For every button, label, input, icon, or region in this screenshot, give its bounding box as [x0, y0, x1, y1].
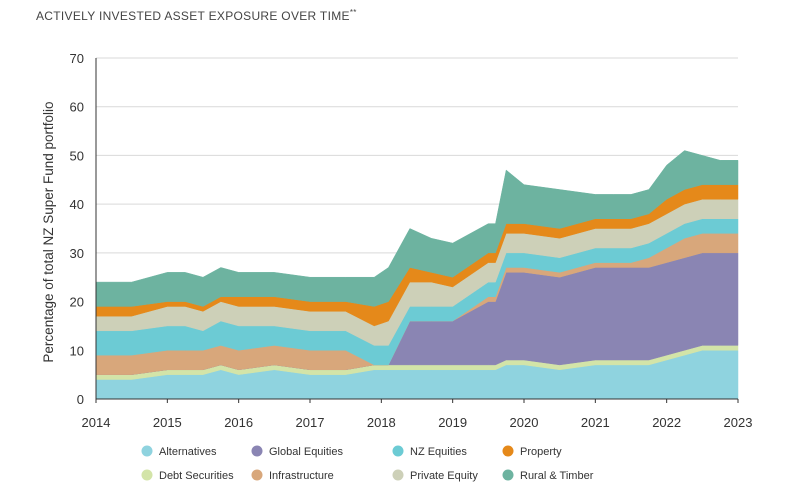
legend-swatch-debt-securities [141, 469, 153, 481]
legend-item-infrastructure: Infrastructure [251, 469, 334, 482]
legend-swatch-nz-equities [392, 445, 404, 457]
x-tick-label-2023: 2023 [724, 415, 753, 430]
x-tick-label-2016: 2016 [224, 415, 253, 430]
legend-label-global-equities: Global Equities [269, 446, 343, 458]
legend-item-global-equities: Global Equities [251, 445, 343, 458]
legend-item-alternatives: Alternatives [141, 445, 217, 458]
chart-title: ACTIVELY INVESTED ASSET EXPOSURE OVER TI… [36, 8, 357, 23]
y-tick-label-50: 50 [70, 148, 84, 163]
legend-label-alternatives: Alternatives [159, 446, 217, 458]
legend-label-infrastructure: Infrastructure [269, 470, 334, 482]
legend-swatch-rural-timber [502, 469, 514, 481]
chart-title-text: ACTIVELY INVESTED ASSET EXPOSURE OVER TI… [36, 9, 350, 23]
y-axis-label: Percentage of total NZ Super Fund portfo… [41, 101, 56, 362]
area-series-group [95, 150, 739, 400]
x-tick-label-2018: 2018 [367, 415, 396, 430]
legend-label-nz-equities: NZ Equities [410, 446, 467, 458]
legend-swatch-alternatives [141, 445, 153, 457]
x-tick-labels: 2014 2015 2016 2017 2018 2019 2020 2021 2022 2023 [82, 399, 753, 430]
legend-label-private-equity: Private Equity [410, 470, 478, 482]
legend-label-debt-securities: Debt Securities [159, 470, 234, 482]
legend-label-property: Property [520, 446, 562, 458]
y-tick-label-70: 70 [70, 51, 84, 66]
legend-swatch-infrastructure [251, 469, 263, 481]
y-tick-label-40: 40 [70, 197, 84, 212]
y-tick-label-60: 60 [70, 100, 84, 115]
legend-item-debt-securities: Debt Securities [141, 469, 234, 482]
legend-swatch-property [502, 445, 514, 457]
legend-item-nz-equities: NZ Equities [392, 445, 467, 458]
chart-title-suffix: ** [349, 8, 357, 17]
legend-item-rural-timber: Rural & Timber [502, 469, 594, 482]
legend-swatch-private-equity [392, 469, 404, 481]
x-tick-label-2017: 2017 [296, 415, 325, 430]
y-tick-label-0: 0 [77, 392, 84, 407]
legend-label-rural-timber: Rural & Timber [520, 470, 594, 482]
x-tick-label-2021: 2021 [581, 415, 610, 430]
area-rural-timber [95, 150, 739, 307]
x-tick-label-2015: 2015 [153, 415, 182, 430]
y-tick-label-30: 30 [70, 246, 84, 261]
x-tick-label-2022: 2022 [652, 415, 681, 430]
legend-item-private-equity: Private Equity [392, 469, 478, 482]
y-tick-labels: 0 10 20 30 40 50 60 70 [70, 51, 84, 407]
axes [95, 58, 738, 400]
legend-swatch-global-equities [251, 445, 263, 457]
legend: Alternatives Global Equities NZ Equities Pr… [141, 445, 594, 482]
legend-item-property: Property [502, 445, 562, 458]
x-tick-label-2014: 2014 [82, 415, 111, 430]
y-tick-label-10: 10 [70, 343, 84, 358]
x-tick-label-2020: 2020 [510, 415, 539, 430]
y-tick-label-20: 20 [70, 295, 84, 310]
x-tick-label-2019: 2019 [438, 415, 467, 430]
